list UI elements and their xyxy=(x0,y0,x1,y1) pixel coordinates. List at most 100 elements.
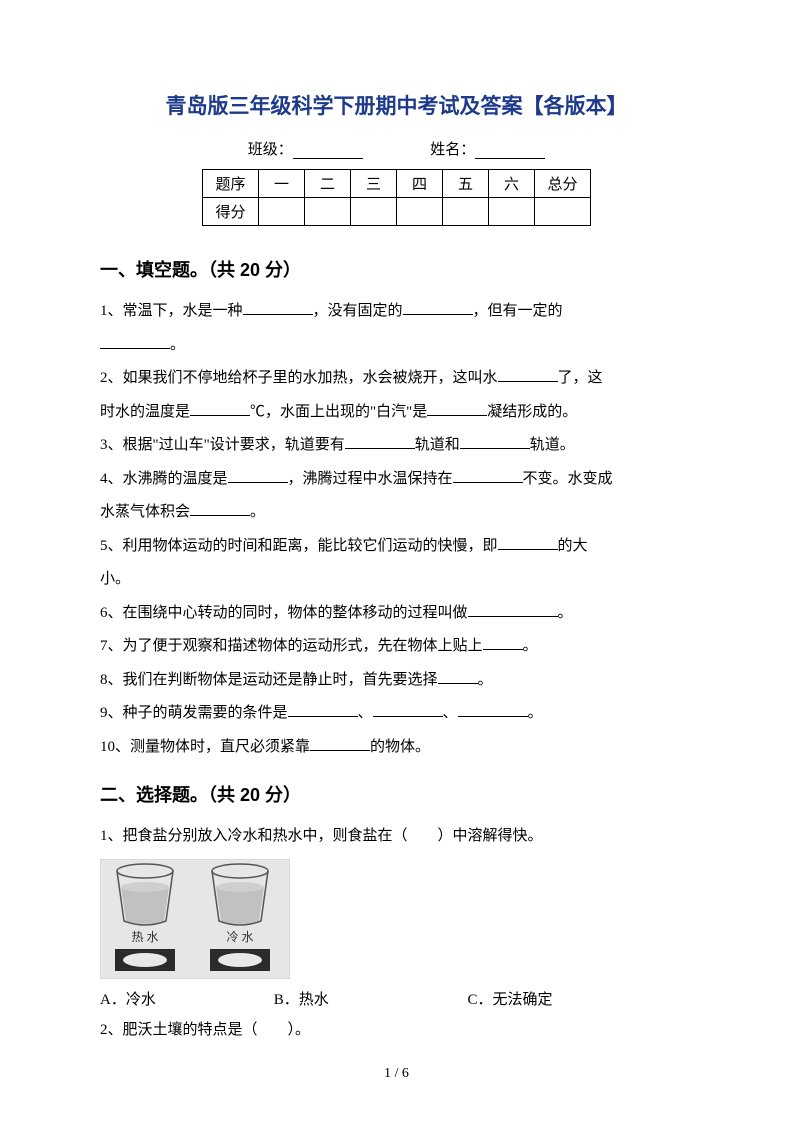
fill-blank[interactable] xyxy=(243,301,313,315)
fill-blank[interactable] xyxy=(438,670,478,684)
score-cell[interactable] xyxy=(443,198,489,226)
q5: 5、利用物体运动的时间和距离，能比较它们运动的快慢，即 的大 xyxy=(100,531,693,563)
q-text: 5、利用物体运动的时间和距离，能比较它们运动的快慢，即 xyxy=(100,538,498,554)
section-2-heading: 二、选择题。（共 20 分） xyxy=(100,781,693,807)
q6: 6、在围绕中心转动的同时，物体的整体移动的过程叫做 。 xyxy=(100,598,693,630)
score-cell[interactable] xyxy=(305,198,351,226)
score-cell[interactable] xyxy=(489,198,535,226)
q-text: 水蒸气体积会 xyxy=(100,504,190,520)
score-cell[interactable] xyxy=(535,198,591,226)
student-info-row: 班级： 姓名： xyxy=(100,138,693,159)
class-blank[interactable] xyxy=(293,145,363,159)
name-label: 姓名： xyxy=(430,142,475,158)
q1: 1、常温下，水是一种 ，没有固定的 ，但有一定的 xyxy=(100,296,693,328)
q-text: 轨道和 xyxy=(415,437,460,453)
q-text: 。 xyxy=(528,705,543,721)
q-text: 。 xyxy=(558,605,573,621)
header-score: 得分 xyxy=(203,198,259,226)
q7: 7、为了便于观察和描述物体的运动形式，先在物体上贴上 。 xyxy=(100,631,693,663)
q2: 2、如果我们不停地给杯子里的水加热，水会被烧开，这叫水 了，这 xyxy=(100,363,693,395)
q9: 9、种子的萌发需要的条件是 、 、 。 xyxy=(100,698,693,730)
score-table: 题序 一 二 三 四 五 六 总分 得分 xyxy=(202,169,591,226)
fill-blank[interactable] xyxy=(453,469,523,483)
q8: 8、我们在判断物体是运动还是静止时，首先要选择 。 xyxy=(100,665,693,697)
q-text: 的大 xyxy=(558,538,588,554)
option-a[interactable]: A．冷水 xyxy=(100,985,270,1015)
fill-blank[interactable] xyxy=(288,703,358,717)
fill-blank[interactable] xyxy=(498,368,558,382)
q-text: 。 xyxy=(478,672,493,688)
fill-blank[interactable] xyxy=(190,402,250,416)
q3: 3、根据"过山车"设计要求，轨道要有轨道和轨道。 xyxy=(100,430,693,462)
fill-blank[interactable] xyxy=(310,737,370,751)
q10: 10、测量物体时，直尺必须紧靠 的物体。 xyxy=(100,732,693,764)
name-blank[interactable] xyxy=(475,145,545,159)
q-text: 1、常温下，水是一种 xyxy=(100,303,243,319)
page-number: 1 / 6 xyxy=(0,1066,793,1082)
cups-diagram: 热 水 冷 水 xyxy=(100,859,693,979)
col-total: 总分 xyxy=(535,170,591,198)
q-text: ，沸腾过程中水温保持在 xyxy=(288,471,453,487)
col-3: 三 xyxy=(351,170,397,198)
fill-blank[interactable] xyxy=(427,402,487,416)
q-text: 7、为了便于观察和描述物体的运动形式，先在物体上贴上 xyxy=(100,638,483,654)
fill-blank[interactable] xyxy=(498,536,558,550)
col-5: 五 xyxy=(443,170,489,198)
fill-blank[interactable] xyxy=(483,636,523,650)
s2-q1-options: A．冷水 B．热水 C．无法确定 xyxy=(100,985,693,1015)
col-6: 六 xyxy=(489,170,535,198)
q-text: 了，这 xyxy=(558,370,603,386)
fill-blank[interactable] xyxy=(373,703,443,717)
q-text: 不变。水变成 xyxy=(523,471,613,487)
fill-blank[interactable] xyxy=(458,703,528,717)
q-text: 、 xyxy=(358,705,373,721)
q-text: 时水的温度是 xyxy=(100,404,190,420)
score-cell[interactable] xyxy=(259,198,305,226)
q-text: 3、根据"过山车"设计要求，轨道要有 xyxy=(100,437,345,453)
q-text: 4、水沸腾的温度是 xyxy=(100,471,228,487)
fill-blank[interactable] xyxy=(345,435,415,449)
s2-q1: 1、把食盐分别放入冷水和热水中，则食盐在（ ）中溶解得快。 xyxy=(100,821,693,853)
cold-water-label: 冷 水 xyxy=(226,930,253,944)
q-text: ℃，水面上出现的"白汽"是 xyxy=(250,404,427,420)
section-1-heading: 一、填空题。（共 20 分） xyxy=(100,256,693,282)
fill-blank[interactable] xyxy=(100,335,170,349)
q-text: ，但有一定的 xyxy=(473,303,563,319)
option-b[interactable]: B．热水 xyxy=(274,985,464,1015)
q-text: 的物体。 xyxy=(370,739,430,755)
q1-cont: 。 xyxy=(100,330,693,362)
q4: 4、水沸腾的温度是 ，沸腾过程中水温保持在 不变。水变成 xyxy=(100,464,693,496)
q-text: 。 xyxy=(250,504,265,520)
q-text: 小。 xyxy=(100,571,130,587)
q-text: 10、测量物体时，直尺必须紧靠 xyxy=(100,739,310,755)
q-text: 6、在围绕中心转动的同时，物体的整体移动的过程叫做 xyxy=(100,605,468,621)
score-cell[interactable] xyxy=(397,198,443,226)
fill-blank[interactable] xyxy=(228,469,288,483)
q-text: 凝结形成的。 xyxy=(487,404,577,420)
fill-blank[interactable] xyxy=(190,502,250,516)
col-4: 四 xyxy=(397,170,443,198)
exam-title: 青岛版三年级科学下册期中考试及答案【各版本】 xyxy=(100,90,693,120)
q-text: ，没有固定的 xyxy=(313,303,403,319)
col-1: 一 xyxy=(259,170,305,198)
class-label: 班级： xyxy=(248,142,293,158)
q4-cont: 水蒸气体积会 。 xyxy=(100,497,693,529)
q5-cont: 小。 xyxy=(100,564,693,596)
q-text: 8、我们在判断物体是运动还是静止时，首先要选择 xyxy=(100,672,438,688)
q2-cont: 时水的温度是 ℃，水面上出现的"白汽"是 凝结形成的。 xyxy=(100,397,693,429)
fill-blank[interactable] xyxy=(403,301,473,315)
table-row: 得分 xyxy=(203,198,591,226)
hot-water-label: 热 水 xyxy=(131,930,158,944)
q-text: 。 xyxy=(523,638,538,654)
col-2: 二 xyxy=(305,170,351,198)
fill-blank[interactable] xyxy=(460,435,530,449)
header-order: 题序 xyxy=(203,170,259,198)
fill-blank[interactable] xyxy=(468,603,558,617)
q-text: 2、如果我们不停地给杯子里的水加热，水会被烧开，这叫水 xyxy=(100,370,498,386)
q-text: 9、种子的萌发需要的条件是 xyxy=(100,705,288,721)
score-cell[interactable] xyxy=(351,198,397,226)
table-row: 题序 一 二 三 四 五 六 总分 xyxy=(203,170,591,198)
option-c[interactable]: C．无法确定 xyxy=(468,985,553,1015)
q-text: 、 xyxy=(443,705,458,721)
s2-q2: 2、肥沃土壤的特点是（ ）。 xyxy=(100,1015,693,1047)
